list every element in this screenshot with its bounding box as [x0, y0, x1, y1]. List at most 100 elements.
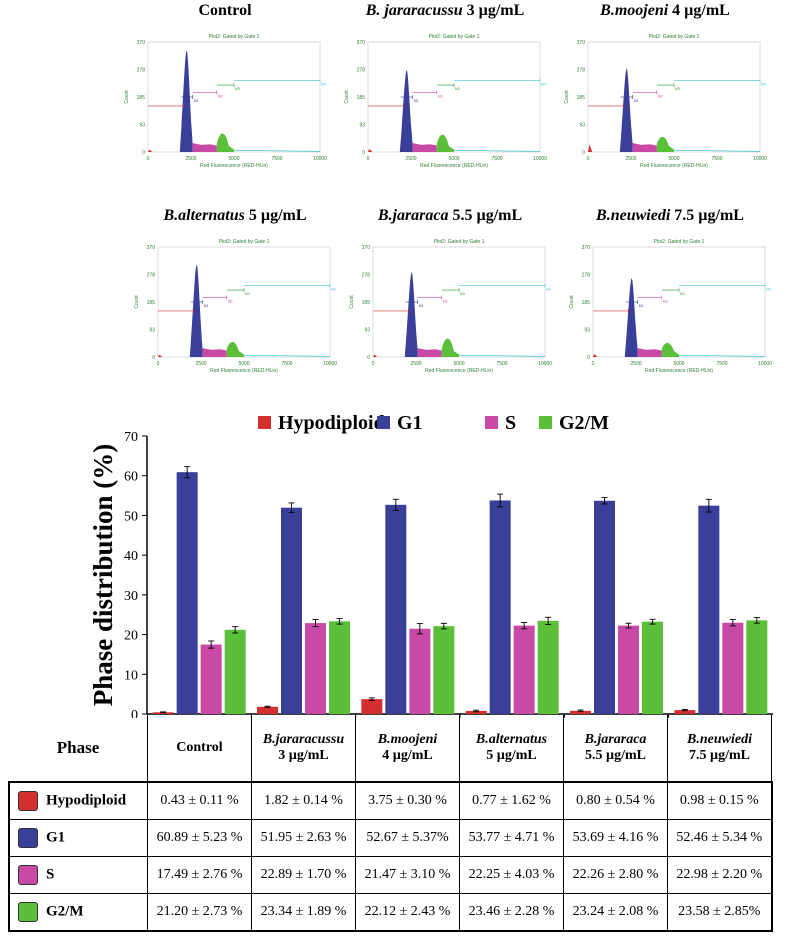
plot-frame	[592, 246, 766, 358]
g1-peak	[404, 272, 418, 357]
col-header: B.neuwiedi 7.5 µg/mL	[667, 715, 772, 783]
y-axis-label: Phase distribution (%)	[88, 444, 118, 707]
table-cell: 0.98 ± 0.15 %	[667, 781, 773, 820]
legend-swatch	[485, 416, 498, 429]
gate-label: M1	[194, 99, 199, 103]
g2m-peak	[226, 341, 244, 357]
table-cell: 21.47 ± 3.10 %	[355, 856, 460, 894]
y-tick-label: 60	[124, 470, 138, 485]
histogram-plot: Plot2: Gated by Gate 1 370 278 185 93 0 Count 0…	[349, 239, 552, 374]
gate-label: M3	[680, 292, 685, 296]
bar-g1	[594, 500, 615, 714]
x-tick-label: 7500	[716, 361, 727, 367]
tail-line	[678, 354, 766, 357]
table-cell: 0.43 ± 0.11 %	[147, 781, 252, 820]
plot-title: Plot2: Gated by Gate 1	[434, 239, 485, 245]
s-plateau	[632, 143, 657, 152]
table-cell: 60.89 ± 5.23 %	[147, 819, 252, 857]
plot-title: Plot2: Gated by Gate 1	[219, 239, 270, 245]
x-tick-label: 5000	[453, 361, 464, 367]
histogram-panel-alternatus: B.alternatus 5 µg/mL Plot2: Gated by Gat…	[130, 207, 340, 399]
row-label: Hypodiploid	[8, 781, 148, 820]
gate-label: M4	[766, 288, 771, 292]
bar-g2m	[537, 620, 559, 714]
gate-label: M3	[245, 292, 250, 296]
y-tick-label: 93	[579, 123, 585, 129]
y-tick-label: 10	[124, 668, 138, 683]
phase-header: Phase	[56, 738, 100, 757]
panel-title: B.jararaca 5.5 µg/mL	[377, 207, 523, 224]
x-axis-label: Red Fluorescence (RED-HLin)	[640, 163, 708, 169]
y-tick-label: 0	[362, 150, 365, 156]
legend-label: G1	[397, 412, 423, 434]
y-tick-label: 185	[147, 300, 156, 306]
plot-frame	[157, 246, 331, 358]
gate-label: M2	[438, 95, 443, 99]
x-tick-label: 10000	[753, 156, 767, 162]
y-tick-label: 278	[147, 273, 156, 279]
gate-label: M3	[675, 87, 680, 91]
tail-line	[243, 354, 331, 357]
table-cell: 0.80 ± 0.54 %	[563, 781, 668, 820]
gate-label: M1	[639, 304, 644, 308]
g2m-swatch	[18, 902, 38, 922]
plot-frame	[147, 41, 321, 153]
x-tick-label: 7500	[711, 156, 722, 162]
x-tick-label: 0	[367, 156, 370, 162]
tail-line	[673, 149, 761, 152]
panel-title: B. jararacussu 3 µg/mL	[365, 2, 525, 19]
histogram-plot: Plot2: Gated by Gate 1 370 278 185 93 0 Count 0…	[564, 34, 767, 169]
table-cell: 21.20 ± 2.73 %	[147, 893, 252, 932]
x-tick-label: 0	[592, 361, 595, 367]
panel-title: B.neuwiedi 7.5 µg/mL	[596, 207, 744, 224]
x-tick-label: 2500	[410, 361, 421, 367]
x-tick-label: 10000	[538, 361, 552, 367]
y-axis-label: Count	[564, 90, 570, 104]
x-axis-label: Red Fluorescence (RED-HLin)	[420, 163, 488, 169]
histogram-panel-moojeni: B.moojeni 4 µg/mL Plot2: Gated by Gate 1…	[560, 2, 770, 194]
x-tick-label: 2500	[405, 156, 416, 162]
col-header: B.jararacussu 3 µg/mL	[251, 715, 356, 783]
g2m-peak	[656, 136, 674, 152]
histogram-plot: Plot2: Gated by Gate 1 370 278 185 93 0 Count 0…	[124, 34, 327, 169]
x-axis-label: Red Fluorescence (RED-HLin)	[425, 368, 493, 374]
s-plateau	[417, 348, 442, 357]
table-cell: 53.77 ± 4.71 %	[459, 819, 564, 857]
table-cell: 3.75 ± 0.30 %	[355, 781, 460, 820]
x-tick-label: 2500	[625, 156, 636, 162]
histogram-plot: Plot2: Gated by Gate 1 370 278 185 93 0 Count 0…	[569, 239, 772, 374]
y-tick-label: 20	[124, 629, 138, 644]
x-tick-label: 5000	[238, 361, 249, 367]
y-axis-label: Count	[344, 90, 350, 104]
x-tick-label: 7500	[491, 156, 502, 162]
y-tick-label: 185	[362, 300, 371, 306]
bar-s	[305, 623, 326, 714]
y-tick-label: 0	[142, 150, 145, 156]
x-tick-label: 2500	[195, 361, 206, 367]
row-label: G2/M	[8, 893, 148, 932]
legend-swatch	[258, 416, 271, 429]
hypodiploid-swatch	[18, 791, 38, 811]
tail-line	[233, 149, 321, 152]
bar-g1	[489, 500, 511, 714]
table-cell: 17.49 ± 2.76 %	[147, 856, 252, 894]
y-tick-label: 278	[577, 68, 586, 74]
y-axis-label: Count	[124, 90, 130, 104]
legend-swatch	[377, 416, 390, 429]
y-tick-label: 0	[367, 355, 370, 361]
bar-g2m	[329, 621, 350, 714]
gate-label: M1	[419, 304, 424, 308]
table-cell: 22.12 ± 2.43 %	[355, 893, 460, 932]
x-tick-label: 0	[157, 361, 160, 367]
bar-hypodiploid	[257, 706, 278, 714]
gate-label: M1	[634, 99, 639, 103]
bar-g2m	[746, 620, 768, 714]
plot-frame	[367, 41, 541, 153]
y-tick-label: 70	[124, 430, 138, 445]
y-axis-label: Count	[134, 295, 140, 309]
x-tick-label: 0	[587, 156, 590, 162]
table-cell: 23.46 ± 2.28 %	[459, 893, 564, 932]
x-tick-label: 0	[372, 361, 375, 367]
s-plateau	[192, 143, 217, 152]
col-header: B.moojeni 4 µg/mL	[355, 715, 460, 783]
